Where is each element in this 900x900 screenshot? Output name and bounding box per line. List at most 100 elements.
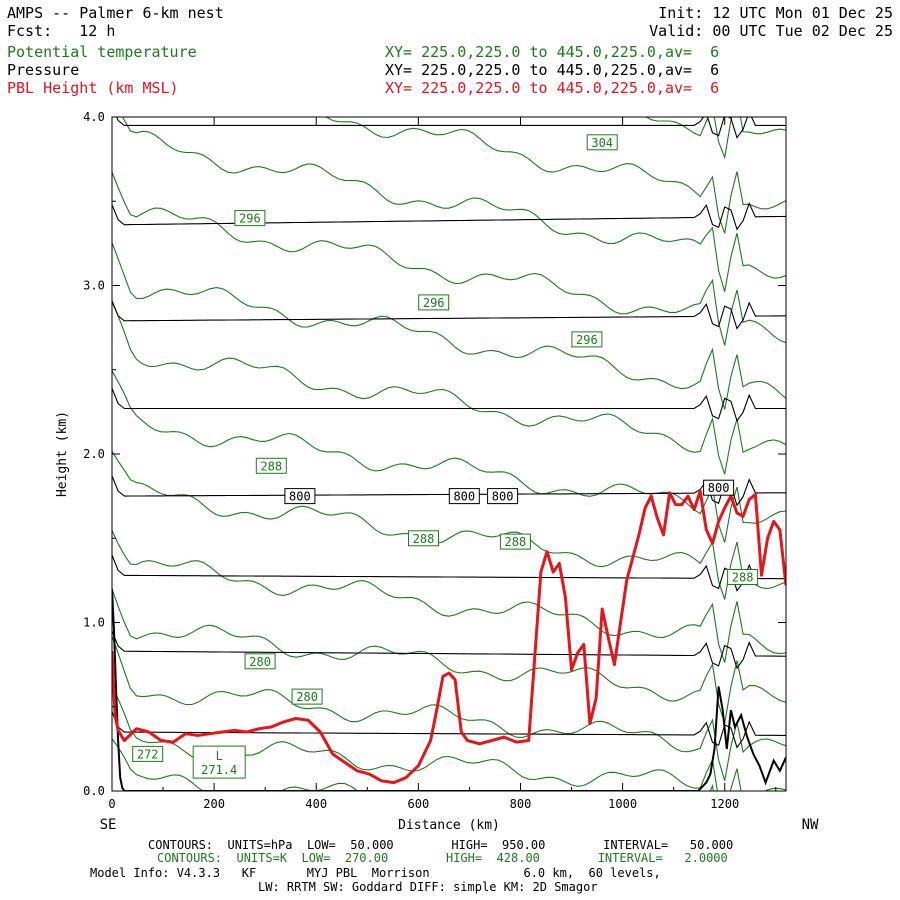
x-tick-label: 0 (108, 797, 115, 811)
footer-pressure-contours: CONTOURS: UNITS=hPa LOW= 50.000 HIGH= 95… (148, 838, 734, 852)
pressure-label-text: 800 (492, 490, 514, 504)
terrain-line (112, 588, 786, 791)
theta-label-text: 296 (239, 212, 261, 226)
theta-label-box (727, 569, 759, 585)
pressure-label: 800 (284, 488, 316, 505)
theta-label-text: 288 (413, 532, 435, 546)
theta-label-box (586, 134, 618, 151)
right-end-label: NW (802, 817, 819, 833)
pressure-label: 800 (448, 488, 480, 505)
field-name-pressure: Pressure (7, 61, 80, 79)
x-tick-label: 800 (510, 797, 532, 811)
x-tick-label: 400 (305, 797, 327, 811)
forecast-hour: Fcst: 12 h (7, 22, 116, 40)
theta-contour-line (112, 301, 786, 475)
theta-contours (112, 117, 786, 791)
theta-label-text: 288 (505, 535, 527, 549)
theta-label: 304 (586, 134, 618, 151)
pressure-label-text: 800 (453, 490, 475, 504)
pressure-contour-line (112, 554, 786, 592)
axes: Distance (km) Height (km) SE NW 0 200 400 6… (55, 110, 819, 833)
theta-label-text: 304 (591, 136, 613, 150)
theta-contour-line (112, 738, 737, 791)
field-xy-pbl: XY= 225.0,225.0 to 445.0,225.0,av= 6 (385, 79, 720, 97)
theta-contour-line (122, 117, 786, 292)
theta-label-box (291, 688, 323, 705)
x-tick-label: 200 (203, 797, 225, 811)
theta-contour-line (112, 636, 786, 781)
theta-label: 288 (727, 569, 759, 585)
theta-label: 296 (571, 331, 603, 348)
theta-label: 296 (418, 294, 450, 311)
left-end-label: SE (100, 817, 117, 833)
pressure-label-box (448, 488, 480, 505)
pressure-contour-line (112, 711, 786, 749)
theta-label: 296 (234, 210, 266, 227)
theta-contour-line (112, 171, 786, 346)
theta-contour-line (112, 242, 786, 410)
theta-contour-line (112, 450, 786, 600)
y-tick-label: 4.0 (83, 110, 105, 124)
pressure-contours (112, 117, 786, 749)
x-axis-label: Distance (km) (398, 818, 500, 833)
theta-label: 280 (244, 653, 276, 670)
pressure-label-box (487, 488, 519, 505)
field-xy-pressure: XY= 225.0,225.0 to 445.0,225.0,av= 6 (385, 61, 720, 79)
field-name-theta: Potential temperature (7, 43, 197, 61)
theta-label-text: 272 (137, 747, 159, 761)
theta-label-box (408, 530, 439, 547)
pressure-contour-line (112, 388, 786, 423)
theta-label-box (255, 457, 287, 474)
contour-labels: 304 296 296 296 288 288 288 288 280 280 272 800 800 8… (132, 134, 759, 779)
pbl-series (112, 489, 786, 785)
pressure-contour-line (112, 202, 786, 231)
low-marker-box (192, 745, 246, 779)
field-name-pbl: PBL Height (km MSL) (7, 79, 179, 97)
theta-label: 288 (499, 533, 531, 550)
pressure-contour-line (112, 630, 786, 670)
low-marker-value: 271.4 (201, 763, 237, 777)
theta-label-text: 296 (576, 333, 598, 347)
valid-time: Valid: 00 UTC Tue 02 Dec 25 (649, 22, 893, 40)
pressure-label: 800 (487, 488, 519, 505)
x-tick-label: 1000 (608, 797, 637, 811)
y-tick-label: 1.0 (83, 616, 105, 630)
theta-label-text: 280 (296, 690, 318, 704)
field-xy-theta: XY= 225.0,225.0 to 445.0,225.0,av= 6 (385, 43, 720, 61)
y-tick-label: 2.0 (83, 447, 105, 461)
footer-theta-contours: CONTOURS: UNITS=K LOW= 270.00 HIGH= 428.… (157, 851, 728, 865)
y-axis-label: Height (km) (55, 411, 70, 497)
theta-label: 280 (291, 688, 323, 705)
theta-label: 288 (255, 457, 287, 474)
pressure-label-box (284, 488, 316, 505)
y-tick-label: 3.0 (83, 279, 105, 293)
pressure-label: 800 (703, 479, 735, 496)
pressure-label-text: 800 (708, 481, 730, 495)
theta-contour-line (112, 686, 786, 791)
theta-contour-line (112, 588, 786, 724)
plot-title: AMPS -- Palmer 6-km nest (7, 4, 224, 22)
theta-label-box (132, 745, 164, 762)
y-tick-label: 0.0 (83, 784, 105, 798)
pressure-label-text: 800 (289, 490, 311, 504)
pressure-label-box (703, 479, 735, 496)
theta-label-text: 288 (732, 571, 754, 585)
pbl-height-line (112, 489, 786, 785)
init-time: Init: 12 UTC Mon 01 Dec 25 (658, 4, 893, 22)
theta-label-text: 280 (249, 655, 271, 669)
plot-frame (111, 116, 787, 792)
x-tick-label: 600 (408, 797, 430, 811)
theta-label-box (571, 331, 603, 348)
pressure-contour-line (112, 475, 786, 507)
theta-contour-line (112, 530, 786, 663)
theta-label: 272 (132, 745, 164, 762)
theta-label-text: 296 (423, 296, 445, 310)
theta-label: 288 (408, 530, 439, 547)
theta-label-text: 288 (260, 459, 282, 473)
theta-label-box (244, 653, 276, 670)
theta-label-box (234, 210, 266, 227)
low-marker-letter: L (216, 749, 223, 763)
footer-model-info: Model Info: V4.3.3 KF MYJ PBL Morrison 6… (90, 866, 661, 880)
